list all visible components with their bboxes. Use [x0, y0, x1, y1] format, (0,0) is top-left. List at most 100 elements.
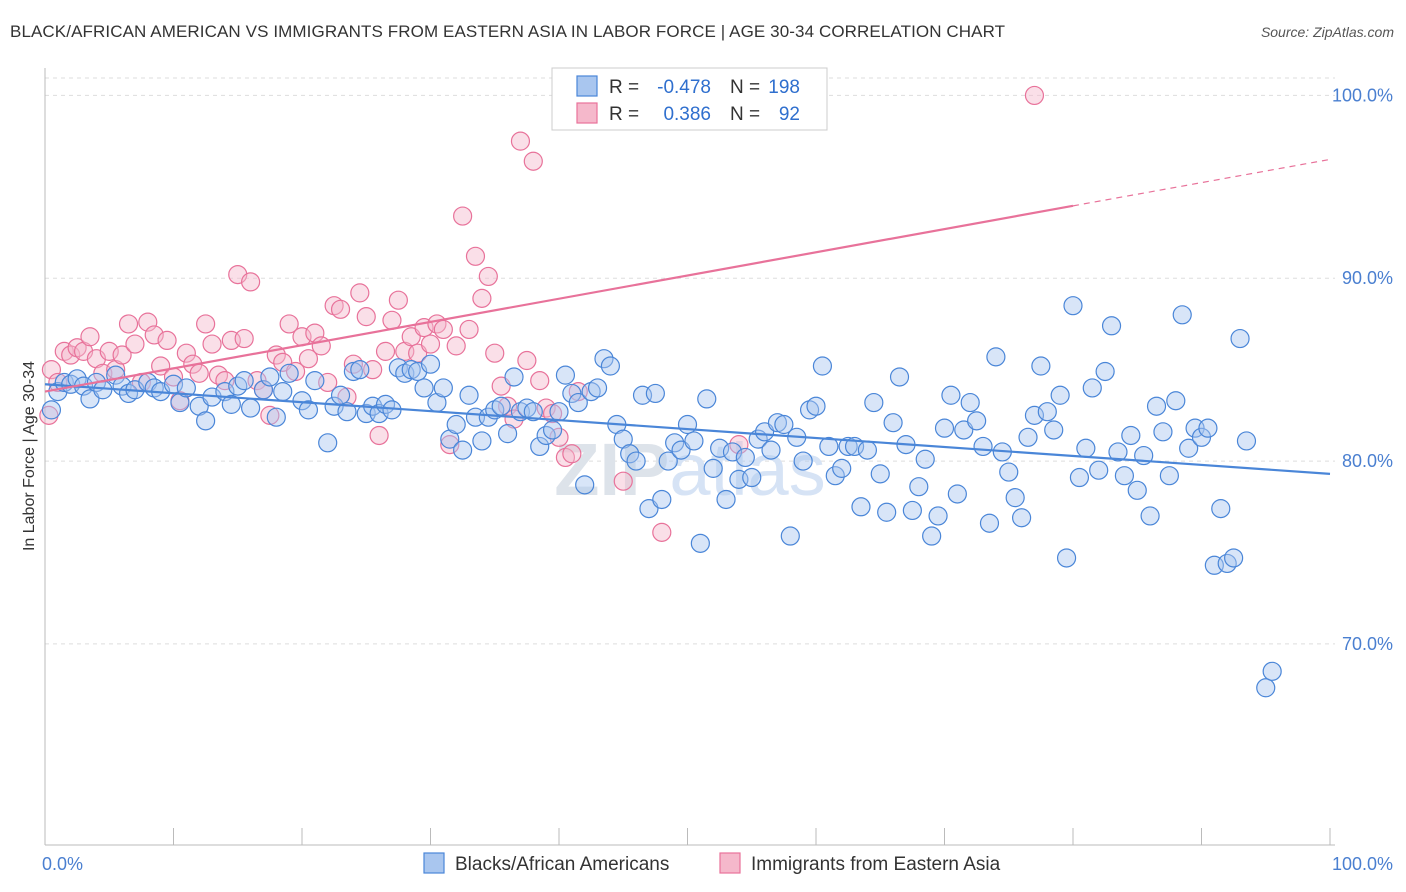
point-blacks-african-americans: [735, 447, 755, 468]
series-blacks-african-americans: [41, 296, 1282, 698]
stats-n-value-pink: 92: [779, 104, 800, 125]
point-immigrants-eastern-asia: [388, 290, 408, 310]
point-immigrants-eastern-asia: [459, 319, 479, 340]
point-blacks-african-americans: [523, 402, 543, 422]
point-immigrants-eastern-asia: [523, 151, 543, 171]
point-blacks-african-americans: [600, 356, 621, 376]
point-blacks-african-americans: [909, 477, 929, 497]
point-blacks-african-americans: [478, 407, 498, 427]
trend-line-immigrants-extension: [1072, 158, 1331, 207]
point-immigrants-eastern-asia: [202, 334, 222, 354]
point-immigrants-eastern-asia: [324, 296, 344, 316]
point-blacks-african-americans: [414, 378, 434, 398]
point-immigrants-eastern-asia: [189, 363, 209, 383]
point-immigrants-eastern-asia: [67, 338, 87, 358]
point-blacks-african-americans: [857, 440, 878, 460]
point-blacks-african-americans: [690, 533, 710, 553]
point-blacks-african-americans: [594, 349, 614, 369]
point-immigrants-eastern-asia: [356, 307, 376, 327]
trend-line-immigrants: [44, 204, 1074, 393]
point-blacks-african-americans: [934, 418, 955, 438]
point-blacks-african-americans: [542, 420, 563, 440]
y-tick-label: 100.0%: [1332, 85, 1393, 105]
point-immigrants-eastern-asia: [465, 246, 486, 266]
point-blacks-african-americans: [986, 347, 1006, 367]
point-blacks-african-americans: [241, 398, 261, 418]
point-blacks-african-americans: [1011, 508, 1032, 528]
point-blacks-african-americans: [864, 392, 884, 413]
point-immigrants-eastern-asia: [99, 341, 119, 361]
point-blacks-african-americans: [234, 371, 254, 391]
point-blacks-african-americans: [337, 402, 357, 422]
point-immigrants-eastern-asia: [80, 327, 100, 347]
legend-label-blacks: Blacks/African Americans: [455, 854, 669, 875]
watermark-zip: ZIP: [554, 428, 669, 511]
point-immigrants-eastern-asia: [562, 444, 582, 464]
point-blacks-african-americans: [1114, 466, 1135, 486]
point-immigrants-eastern-asia: [453, 206, 473, 226]
point-blacks-african-americans: [1121, 425, 1141, 446]
legend-swatch-blacks: [423, 852, 445, 874]
chart-source: Source: ZipAtlas.com: [1260, 24, 1394, 40]
point-blacks-african-americans: [1018, 427, 1038, 447]
point-blacks-african-americans: [587, 378, 608, 398]
point-blacks-african-americans: [530, 436, 550, 457]
x-ticks: [44, 828, 1331, 845]
point-blacks-african-americans: [1172, 305, 1192, 325]
point-blacks-african-americans: [838, 436, 858, 457]
point-immigrants-eastern-asia: [510, 131, 531, 151]
point-blacks-african-americans: [716, 489, 736, 510]
stats-legend-swatch-blue: [576, 75, 598, 97]
point-blacks-african-americans: [1069, 467, 1090, 488]
point-blacks-african-americans: [1140, 506, 1160, 526]
point-blacks-african-americans: [420, 354, 441, 374]
point-blacks-african-americans: [877, 502, 897, 522]
grid-lines: [45, 77, 1335, 645]
point-blacks-african-americans: [761, 440, 781, 460]
point-blacks-african-americans: [825, 466, 845, 486]
stats-r-label-pink: R =: [609, 104, 639, 125]
stats-r-value-pink: 0.386: [663, 104, 711, 125]
point-blacks-african-americans: [742, 467, 762, 488]
point-immigrants-eastern-asia: [1024, 85, 1045, 106]
point-blacks-african-americans: [575, 475, 595, 495]
point-blacks-african-americans: [498, 424, 518, 444]
legend-label-immigrants: Immigrants from Eastern Asia: [751, 854, 1001, 875]
point-immigrants-eastern-asia: [652, 522, 672, 542]
point-blacks-african-americans: [279, 363, 299, 383]
point-immigrants-eastern-asia: [125, 334, 145, 354]
y-axis-title: In Labor Force | Age 30-34: [21, 361, 38, 551]
point-blacks-african-americans: [305, 371, 325, 391]
point-blacks-african-americans: [710, 438, 730, 458]
point-blacks-african-americans: [343, 361, 363, 382]
point-blacks-african-americans: [273, 381, 293, 402]
point-immigrants-eastern-asia: [517, 350, 537, 371]
point-immigrants-eastern-asia: [298, 349, 319, 369]
point-blacks-african-americans: [433, 378, 453, 398]
point-blacks-african-americans: [1005, 488, 1025, 508]
point-blacks-african-americans: [491, 396, 511, 416]
point-blacks-african-americans: [1179, 438, 1199, 458]
point-blacks-african-americans: [453, 440, 473, 460]
point-blacks-african-americans: [677, 414, 698, 435]
point-blacks-african-americans: [260, 367, 280, 387]
point-blacks-african-americans: [1050, 385, 1070, 405]
point-blacks-african-americans: [1159, 466, 1179, 486]
point-blacks-african-americans: [350, 360, 370, 380]
point-blacks-african-americans: [446, 414, 466, 435]
point-blacks-african-americans: [581, 381, 601, 402]
point-immigrants-eastern-asia: [279, 314, 299, 334]
point-immigrants-eastern-asia: [420, 334, 441, 354]
stats-legend-box: [551, 67, 828, 131]
point-immigrants-eastern-asia: [157, 330, 177, 351]
point-blacks-african-americans: [1095, 361, 1115, 382]
point-blacks-african-americans: [472, 431, 492, 451]
point-blacks-african-americans: [889, 367, 910, 387]
x-tick-label-min: 0.0%: [42, 854, 83, 874]
point-blacks-african-americans: [1076, 438, 1096, 458]
point-blacks-african-americans: [401, 360, 421, 380]
point-immigrants-eastern-asia: [433, 319, 453, 340]
point-blacks-african-americans: [902, 500, 922, 521]
point-blacks-african-americans: [1230, 328, 1250, 349]
